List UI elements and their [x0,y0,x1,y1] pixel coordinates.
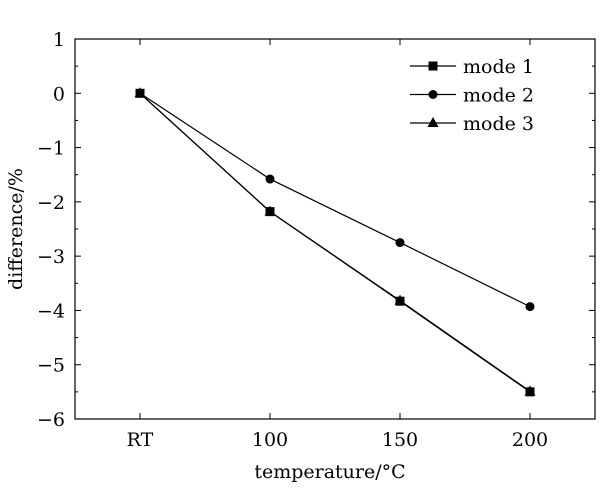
x-tick-label: 200 [512,429,548,451]
data-point-mode-2 [265,174,275,184]
x-axis: RT 100 150 200 [127,39,548,451]
y-tick-label: −1 [37,138,65,160]
y-axis-title: difference/% [5,168,27,290]
x-axis-title: temperature/°C [254,461,405,483]
x-tick-label: 150 [382,429,418,451]
legend-marker [427,117,439,127]
y-tick-label: −6 [37,409,65,431]
y-tick-label: −3 [37,246,65,268]
data-point-mode-3 [524,385,536,396]
y-axis: 1 0 −1 −2 −3 −4 −5 −6 [37,29,595,431]
data-point-mode-2 [525,302,535,312]
legend-label: mode 3 [463,113,534,135]
x-tick-label: RT [127,429,154,451]
y-tick-label: −5 [37,355,65,377]
data-point-mode-3 [394,294,406,305]
y-tick-label: 0 [53,83,65,105]
legend-marker [428,90,438,99]
series-line-mode-3 [139,92,531,392]
y-tick-label: 1 [53,29,65,51]
y-tick-label: −2 [37,192,65,214]
y-tick-label: −4 [37,300,65,322]
series-line-mode-2 [139,92,531,308]
data-point-mode-3 [264,205,276,216]
legend: mode 1 mode 2 mode 3 [410,56,534,135]
data-point-mode-3 [134,87,146,98]
legend-label: mode 2 [463,85,534,107]
legend-label: mode 1 [463,56,534,78]
data-point-mode-2 [395,238,405,248]
series-layer [134,87,536,397]
x-tick-label: 100 [252,429,288,451]
series-line-mode-1 [139,92,531,393]
legend-marker [428,61,438,71]
